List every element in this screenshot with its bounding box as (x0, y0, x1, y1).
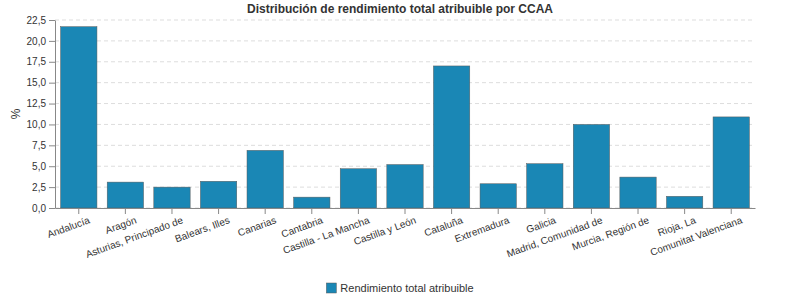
y-tick-mark (49, 166, 55, 167)
y-tick: 20,0 (27, 36, 55, 47)
bar (527, 164, 563, 208)
legend: Rendimiento total atribuible (326, 282, 473, 294)
grid-line (55, 61, 755, 62)
x-tick-mark (544, 208, 545, 214)
x-tick: Extremadura (453, 208, 511, 244)
x-tick: Murcia, Región de (570, 208, 650, 252)
y-tick-mark (49, 41, 55, 42)
x-tick-label: Asturias, Principado de (84, 214, 185, 260)
bar (480, 184, 516, 208)
grid (55, 20, 755, 208)
y-tick-mark (49, 62, 55, 63)
y-tick-label: 12,5 (27, 98, 47, 109)
x-tick-mark (498, 208, 499, 214)
y-tick-mark (49, 83, 55, 84)
y-tick-label: 2,5 (32, 182, 46, 193)
y-tick-label: 17,5 (27, 56, 47, 67)
x-tick-mark (78, 208, 79, 214)
y-tick-label: 22,5 (27, 15, 47, 26)
x-tick: Madrid, Comunidad de (505, 208, 604, 259)
legend-swatch (326, 283, 336, 293)
x-tick-mark (171, 208, 172, 214)
x-tick: Comunitat Valenciana (649, 208, 744, 258)
bar (200, 181, 236, 208)
x-tick-label: Comunitat Valenciana (649, 214, 744, 258)
y-tick: 10,0 (27, 119, 55, 130)
x-tick: Balears, Illes (174, 208, 232, 244)
x-tick-mark (358, 208, 359, 214)
y-tick: 0,0 (32, 203, 55, 214)
y-axis-line (55, 21, 56, 209)
bar (247, 150, 283, 208)
grid-line (55, 82, 755, 83)
y-tick: 22,5 (27, 15, 55, 26)
legend-item: Rendimiento total atribuible (326, 282, 473, 294)
x-tick-mark (451, 208, 452, 214)
y-tick: 15,0 (27, 77, 55, 88)
x-tick: Asturias, Principado de (84, 208, 185, 260)
y-tick-label: 15,0 (27, 77, 47, 88)
bar (387, 165, 423, 208)
x-tick-mark (125, 208, 126, 214)
bar (666, 196, 702, 208)
x-tick-mark (405, 208, 406, 214)
y-tick-label: 0,0 (32, 203, 46, 214)
y-axis: 0,0 2,5 5,0 7,5 10,0 12,5 15,0 17,5 20,0 22,5 (27, 15, 56, 214)
grid-line (55, 124, 755, 125)
x-axis: AndalucíaAragónAsturias, Principado deBa… (46, 208, 756, 260)
y-tick-mark (49, 104, 55, 105)
y-tick: 12,5 (27, 98, 55, 109)
x-tick-mark (218, 208, 219, 214)
x-tick-label: Andalucía (46, 214, 92, 240)
y-tick-mark (49, 208, 55, 209)
grid-line (55, 40, 755, 41)
bars (61, 27, 750, 208)
y-tick: 17,5 (27, 56, 55, 67)
x-tick-label: Murcia, Región de (570, 214, 650, 252)
y-tick-label: 20,0 (27, 36, 47, 47)
legend-label: Rendimiento total atribuible (340, 282, 473, 294)
x-tick-mark (731, 208, 732, 214)
x-tick-mark (265, 208, 266, 214)
x-tick-label: Extremadura (453, 214, 511, 244)
x-tick-mark (591, 208, 592, 214)
y-axis-title: % (9, 108, 23, 119)
plot: 0,0 2,5 5,0 7,5 10,0 12,5 15,0 17,5 20,0 22,5 Anda… (27, 15, 756, 260)
bar (573, 124, 609, 208)
x-tick-mark (311, 208, 312, 214)
y-tick-label: 10,0 (27, 119, 47, 130)
bar (433, 66, 469, 208)
y-tick: 7,5 (32, 140, 55, 151)
y-tick: 5,0 (32, 161, 55, 172)
x-tick: Castilla - La Mancha (281, 208, 371, 256)
grid-line (55, 20, 755, 21)
y-tick-mark (49, 20, 55, 21)
x-tick-label: Balears, Illes (174, 214, 232, 244)
bar (340, 169, 376, 208)
x-tick-label: Castilla y León (352, 214, 417, 247)
bar (713, 117, 749, 208)
bar (154, 187, 190, 208)
y-tick-mark (49, 145, 55, 146)
title: Distribución de rendimiento total atribu… (247, 2, 553, 16)
y-tick-mark (49, 187, 55, 188)
bar (620, 177, 656, 208)
x-tick-label: Canarias (236, 214, 277, 238)
y-tick-mark (49, 124, 55, 125)
bar (107, 182, 143, 208)
bar (61, 27, 97, 208)
x-tick: Castilla y León (352, 208, 417, 247)
y-tick-label: 5,0 (32, 161, 46, 172)
x-tick: Andalucía (46, 208, 92, 240)
y-tick-label: 7,5 (32, 140, 46, 151)
chart: 0,0 2,5 5,0 7,5 10,0 12,5 15,0 17,5 20,0 22,5 Anda… (0, 0, 800, 300)
grid-line (55, 145, 755, 146)
bar (294, 197, 330, 208)
x-tick-mark (684, 208, 685, 214)
y-tick: 2,5 (32, 182, 55, 193)
x-tick-mark (638, 208, 639, 214)
grid-line (55, 103, 755, 104)
x-tick: Canarias (236, 208, 277, 238)
